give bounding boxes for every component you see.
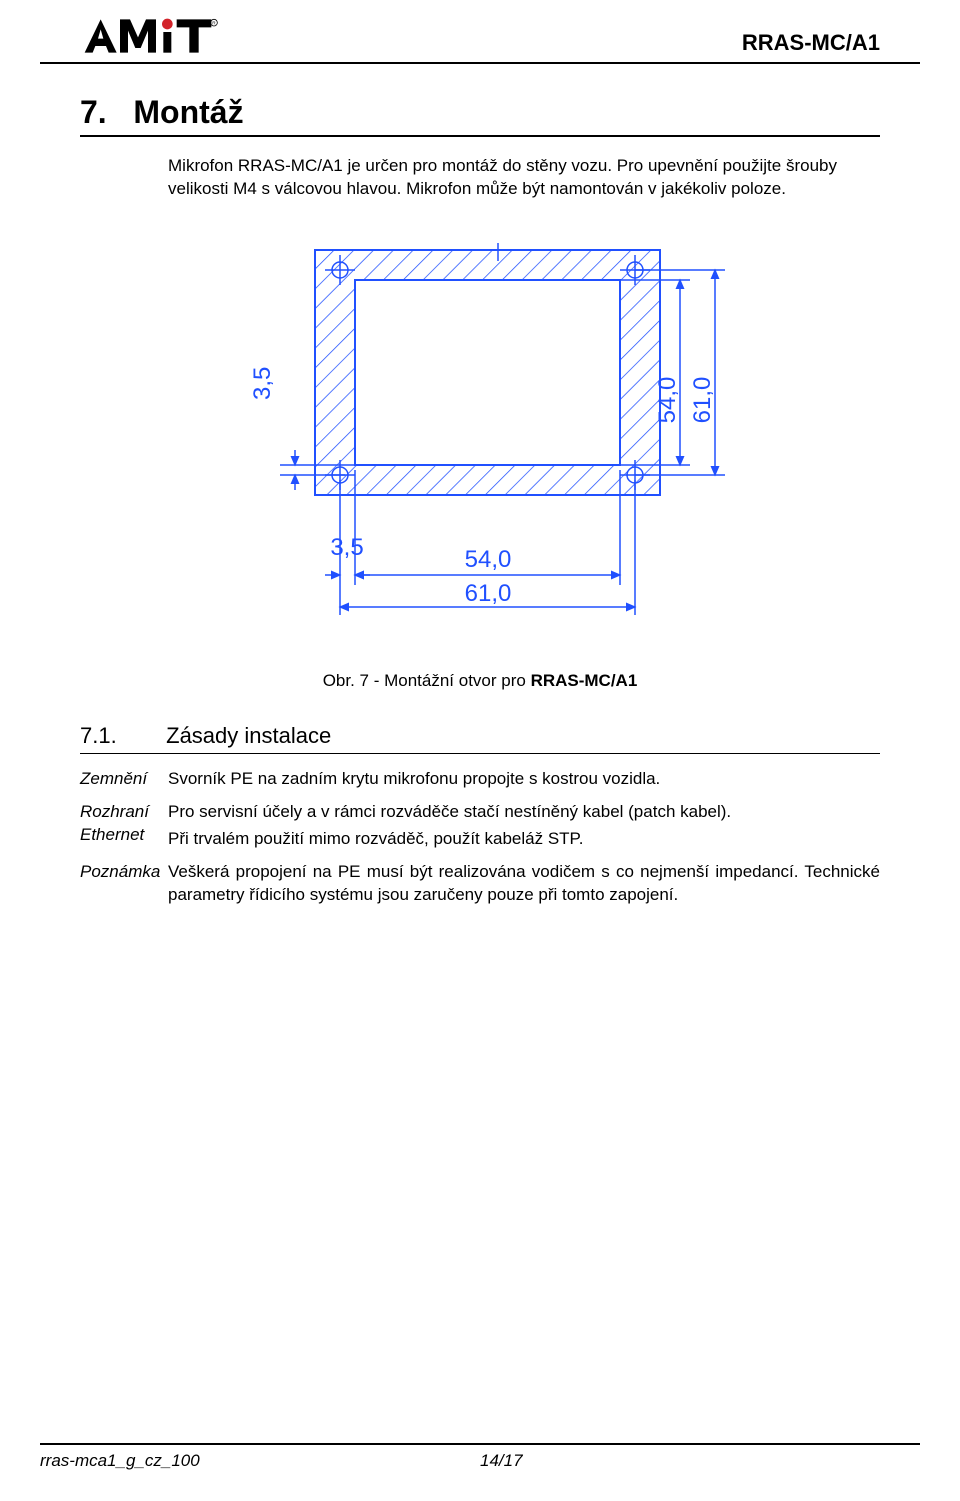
figure-caption-text: Obr. 7 - Montážní otvor pro: [323, 671, 531, 690]
dim-bot-h3: 61,0: [465, 580, 512, 607]
subsection-title: 7.1. Zásady instalace: [80, 723, 880, 749]
subsection-rule: [80, 753, 880, 754]
section-rule: [80, 135, 880, 137]
section-paragraph: Mikrofon RRAS-MC/A1 je určen pro montáž …: [168, 155, 880, 201]
term-rozhrani-l2: Ethernet: [80, 825, 144, 844]
page-footer: rras-mca1_g_cz_100 14/17: [40, 1443, 920, 1471]
page-content: 7. Montáž Mikrofon RRAS-MC/A1 je určen p…: [0, 64, 960, 907]
def-rozhrani-p1: Pro servisní účely a v rámci rozváděče s…: [168, 801, 880, 824]
dim-right-v2: 61,0: [689, 377, 716, 424]
def-rozhrani: Pro servisní účely a v rámci rozváděče s…: [168, 801, 880, 851]
amit-logo: R: [80, 16, 220, 56]
term-poznamka: Poznámka: [80, 861, 168, 907]
footer-page: 14/17: [480, 1451, 523, 1471]
section-title: 7. Montáž: [80, 94, 880, 131]
page-header: R RRAS-MC/A1: [40, 0, 920, 64]
def-poznamka: Veškerá propojení na PE musí být realizo…: [168, 861, 880, 907]
def-row-rozhrani: Rozhraní Ethernet Pro servisní účely a v…: [80, 801, 880, 851]
figure-caption: Obr. 7 - Montážní otvor pro RRAS-MC/A1: [80, 671, 880, 691]
term-rozhrani-l1: Rozhraní: [80, 802, 149, 821]
dim-left-v: 3,5: [249, 367, 276, 400]
section-number: 7.: [80, 94, 107, 130]
section-name: Montáž: [133, 94, 243, 130]
footer-filename: rras-mca1_g_cz_100: [40, 1451, 480, 1471]
def-row-zemneni: Zemnění Svorník PE na zadním krytu mikro…: [80, 768, 880, 791]
term-zemneni: Zemnění: [80, 768, 168, 791]
def-row-poznamka: Poznámka Veškerá propojení na PE musí bý…: [80, 861, 880, 907]
svg-text:R: R: [212, 21, 216, 26]
term-rozhrani: Rozhraní Ethernet: [80, 801, 168, 851]
dim-bot-h1: 3,5: [330, 534, 363, 561]
subsection-number: 7.1.: [80, 723, 160, 749]
def-rozhrani-p2: Při trvalém použití mimo rozváděč, použí…: [168, 828, 880, 851]
def-zemneni: Svorník PE na zadním krytu mikrofonu pro…: [168, 768, 880, 791]
figure-caption-bold: RRAS-MC/A1: [531, 671, 638, 690]
subsection-name: Zásady instalace: [166, 723, 331, 748]
doc-id: RRAS-MC/A1: [742, 30, 880, 56]
mounting-diagram: 3,5 54,0 61,0: [80, 225, 880, 665]
dim-right-v1: 54,0: [654, 377, 681, 424]
dim-bot-h2: 54,0: [465, 546, 512, 573]
